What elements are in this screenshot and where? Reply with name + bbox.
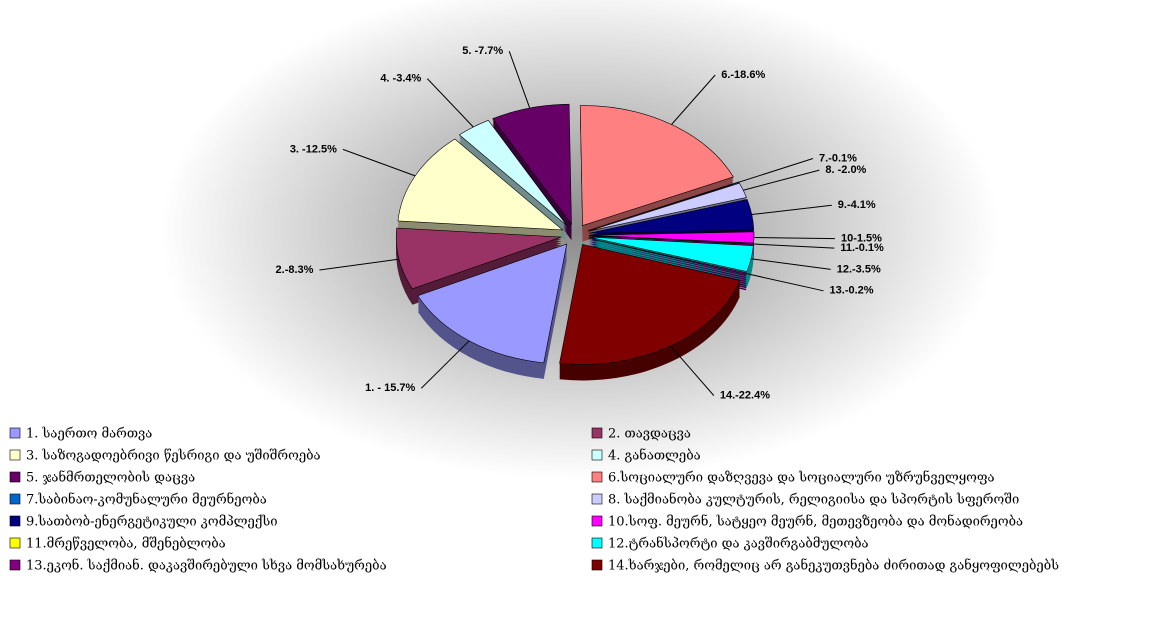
slice-side xyxy=(588,244,747,281)
legend-swatch xyxy=(591,427,603,439)
legend-label: 9.სათბობ-ენერგეტიკული კომპლექსი xyxy=(26,514,278,530)
legend-label: 10.სოფ. მეურნ, სატყეო მეურნ, მეთევზეობა … xyxy=(608,514,1023,530)
slice xyxy=(559,244,741,365)
leader-line xyxy=(508,51,531,109)
legend-label: 8. საქმიანობა კულტურის, რელიგიისა და სპო… xyxy=(608,492,1019,508)
legend-swatch xyxy=(9,537,21,549)
data-label: 6.-18.6% xyxy=(721,69,765,81)
leader-line xyxy=(750,258,831,270)
legend-swatch xyxy=(591,515,603,527)
leader-line xyxy=(671,74,716,125)
legend-label: 3. საზოგადოებრივი წესრიგი და უშიშროება xyxy=(26,449,321,464)
slice xyxy=(395,227,562,290)
data-label: 11.-0.1% xyxy=(840,242,884,254)
leader-line xyxy=(319,258,400,271)
legend-swatch xyxy=(591,537,603,549)
slice xyxy=(397,138,564,231)
data-label: 1. - 15.7% xyxy=(365,382,415,394)
legend-swatch xyxy=(9,559,21,571)
legend-label: 2. თავდაცვა xyxy=(608,427,691,442)
legend-label: 6.სოციალური დაზღვევა და სოციალური უზრუნვ… xyxy=(608,470,995,486)
data-label: 2.-8.3% xyxy=(276,264,314,276)
legend-swatch xyxy=(591,471,603,483)
leader-line xyxy=(342,148,416,177)
data-label: 4. -3.4% xyxy=(380,73,421,85)
leader-line xyxy=(426,78,474,128)
data-label: 13.-0.2% xyxy=(830,285,874,297)
leader-line xyxy=(751,204,832,215)
slice xyxy=(417,243,568,364)
legend-swatch xyxy=(591,493,603,505)
legend: 1. საერთო მართვა 2. თავდაცვა 3. საზოგადოებ… xyxy=(9,427,1059,574)
legend-swatch xyxy=(9,493,21,505)
legend-swatch xyxy=(9,471,21,483)
legend-label: 7.საბინაო-კომუნალური მეურნეობა xyxy=(26,492,267,508)
data-label: 3. -12.5% xyxy=(290,143,337,155)
slice xyxy=(492,103,572,226)
data-label: 5. -7.7% xyxy=(462,45,503,57)
data-label: 8. -2.0% xyxy=(825,164,866,176)
data-label: 12.-3.5% xyxy=(837,263,881,275)
data-label: 7.-0.1% xyxy=(819,152,857,164)
leader-line xyxy=(743,169,820,191)
pie-tops xyxy=(395,103,755,365)
leader-line xyxy=(670,345,715,396)
data-labels: 1. - 15.7% 2.-8.3% 3. -12.5% 4. -3.4% 5. -7.… xyxy=(276,45,884,401)
leader-line xyxy=(753,243,835,249)
slice-side xyxy=(588,240,747,277)
legend-swatch xyxy=(591,449,603,461)
legend-swatch xyxy=(9,427,21,439)
leader-line xyxy=(420,340,470,389)
legend-label: 5. ჯანმრთელობის დაცვა xyxy=(26,470,195,486)
legend-swatch xyxy=(9,515,21,527)
data-label: 14.-22.4% xyxy=(720,390,770,402)
slice-side xyxy=(588,242,747,279)
plot-background xyxy=(160,0,1000,480)
leader-line xyxy=(753,236,835,240)
legend-label: 4. განათლება xyxy=(608,448,701,464)
data-label: 10-1.5% xyxy=(841,232,882,244)
legend-label: 14.ხარჯები, რომელიც არ განეკუთვნება ძირი… xyxy=(608,558,1059,574)
leader-line xyxy=(745,273,824,292)
legend-swatch xyxy=(591,559,603,571)
legend-label: 11.მრეწველობა, მშენებლობა xyxy=(26,536,226,552)
leader-line xyxy=(738,158,814,183)
legend-label: 12.ტრანსპორტი და კავშირგაბმულობა xyxy=(608,536,869,552)
data-label: 9.-4.1% xyxy=(838,199,876,211)
legend-label: 1. საერთო მართვა xyxy=(26,427,152,442)
legend-swatch xyxy=(9,449,21,461)
legend-label: 13.ეკონ. საქმიან. დაკავშირებული სხვა მომ… xyxy=(26,558,387,574)
